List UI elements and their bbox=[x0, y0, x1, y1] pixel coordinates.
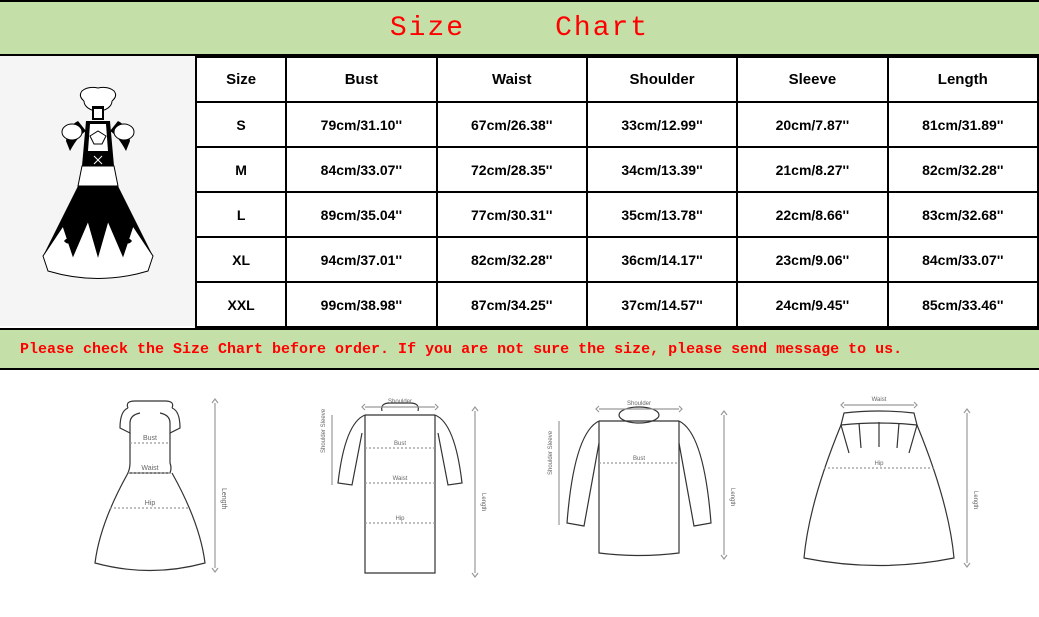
svg-text:Hip: Hip bbox=[395, 516, 405, 522]
cell: 33cm/12.99'' bbox=[587, 102, 737, 147]
cell: 72cm/28.35'' bbox=[437, 147, 587, 192]
col-size: Size bbox=[196, 57, 286, 102]
cell: 37cm/14.57'' bbox=[587, 282, 737, 327]
cell: 34cm/13.39'' bbox=[587, 147, 737, 192]
cell: 99cm/38.98'' bbox=[286, 282, 436, 327]
cell: XXL bbox=[196, 282, 286, 327]
diagram-skirt: Waist Hip Length bbox=[769, 393, 989, 593]
col-length: Length bbox=[888, 57, 1038, 102]
cell: 77cm/30.31'' bbox=[437, 192, 587, 237]
svg-text:Length: Length bbox=[972, 491, 978, 509]
diagram-dress-longsleeve: Shoulder Bust Waist Hip Shoulder Sleeve … bbox=[290, 393, 510, 593]
col-waist: Waist bbox=[437, 57, 587, 102]
main-row: Size Bust Waist Shoulder Sleeve Length S… bbox=[0, 56, 1039, 330]
col-sleeve: Sleeve bbox=[737, 57, 887, 102]
svg-text:Bust: Bust bbox=[633, 456, 645, 462]
table-row: XXL 99cm/38.98'' 87cm/34.25'' 37cm/14.57… bbox=[196, 282, 1038, 327]
table-row: M 84cm/33.07'' 72cm/28.35'' 34cm/13.39''… bbox=[196, 147, 1038, 192]
maid-dress-icon bbox=[18, 76, 178, 306]
svg-text:Hip: Hip bbox=[875, 461, 885, 467]
cell: 36cm/14.17'' bbox=[587, 237, 737, 282]
table-row: L 89cm/35.04'' 77cm/30.31'' 35cm/13.78''… bbox=[196, 192, 1038, 237]
title-bar: Size Chart bbox=[0, 0, 1039, 56]
size-table: Size Bust Waist Shoulder Sleeve Length S… bbox=[195, 56, 1039, 328]
table-body: S 79cm/31.10'' 67cm/26.38'' 33cm/12.99''… bbox=[196, 102, 1038, 327]
notice-text: Please check the Size Chart before order… bbox=[20, 341, 902, 358]
cell: 82cm/32.28'' bbox=[888, 147, 1038, 192]
cell: 79cm/31.10'' bbox=[286, 102, 436, 147]
svg-text:Shoulder Sleeve: Shoulder Sleeve bbox=[548, 430, 554, 475]
cell: 89cm/35.04'' bbox=[286, 192, 436, 237]
svg-text:Length: Length bbox=[220, 488, 227, 510]
table-header-row: Size Bust Waist Shoulder Sleeve Length bbox=[196, 57, 1038, 102]
cell: 22cm/8.66'' bbox=[737, 192, 887, 237]
cell: 84cm/33.07'' bbox=[888, 237, 1038, 282]
cell: XL bbox=[196, 237, 286, 282]
svg-text:Waist: Waist bbox=[392, 476, 407, 482]
cell: 85cm/33.46'' bbox=[888, 282, 1038, 327]
svg-text:Shoulder: Shoulder bbox=[627, 401, 651, 407]
svg-text:Length: Length bbox=[729, 488, 735, 506]
cell: 94cm/37.01'' bbox=[286, 237, 436, 282]
diagram-dress-sleeveless: Bust Waist Hip Length bbox=[50, 393, 270, 593]
svg-text:Bust: Bust bbox=[143, 435, 157, 442]
col-shoulder: Shoulder bbox=[587, 57, 737, 102]
cell: 83cm/32.68'' bbox=[888, 192, 1038, 237]
cell: M bbox=[196, 147, 286, 192]
svg-text:Bust: Bust bbox=[394, 441, 406, 447]
cell: 87cm/34.25'' bbox=[437, 282, 587, 327]
cell: S bbox=[196, 102, 286, 147]
svg-text:Shoulder: Shoulder bbox=[388, 399, 412, 405]
svg-text:Shoulder Sleeve: Shoulder Sleeve bbox=[321, 408, 327, 453]
cell: 35cm/13.78'' bbox=[587, 192, 737, 237]
cell: L bbox=[196, 192, 286, 237]
cell: 23cm/9.06'' bbox=[737, 237, 887, 282]
table-row: S 79cm/31.10'' 67cm/26.38'' 33cm/12.99''… bbox=[196, 102, 1038, 147]
svg-text:Hip: Hip bbox=[145, 500, 156, 507]
title-word2: Chart bbox=[555, 13, 649, 44]
cell: 67cm/26.38'' bbox=[437, 102, 587, 147]
svg-text:Waist: Waist bbox=[872, 397, 887, 403]
cell: 81cm/31.89'' bbox=[888, 102, 1038, 147]
title-word1: Size bbox=[390, 13, 465, 44]
cell: 21cm/8.27'' bbox=[737, 147, 887, 192]
cell: 24cm/9.45'' bbox=[737, 282, 887, 327]
cell: 84cm/33.07'' bbox=[286, 147, 436, 192]
diagram-sweater: Shoulder Bust Shoulder Sleeve Length bbox=[529, 393, 749, 593]
cell: 82cm/32.28'' bbox=[437, 237, 587, 282]
cell: 20cm/7.87'' bbox=[737, 102, 887, 147]
notice-bar: Please check the Size Chart before order… bbox=[0, 330, 1039, 370]
col-bust: Bust bbox=[286, 57, 436, 102]
table-row: XL 94cm/37.01'' 82cm/32.28'' 36cm/14.17'… bbox=[196, 237, 1038, 282]
measurement-diagrams: Bust Waist Hip Length Should bbox=[0, 370, 1039, 615]
product-image bbox=[0, 56, 195, 326]
svg-text:Waist: Waist bbox=[141, 465, 158, 472]
svg-text:Length: Length bbox=[480, 493, 486, 511]
